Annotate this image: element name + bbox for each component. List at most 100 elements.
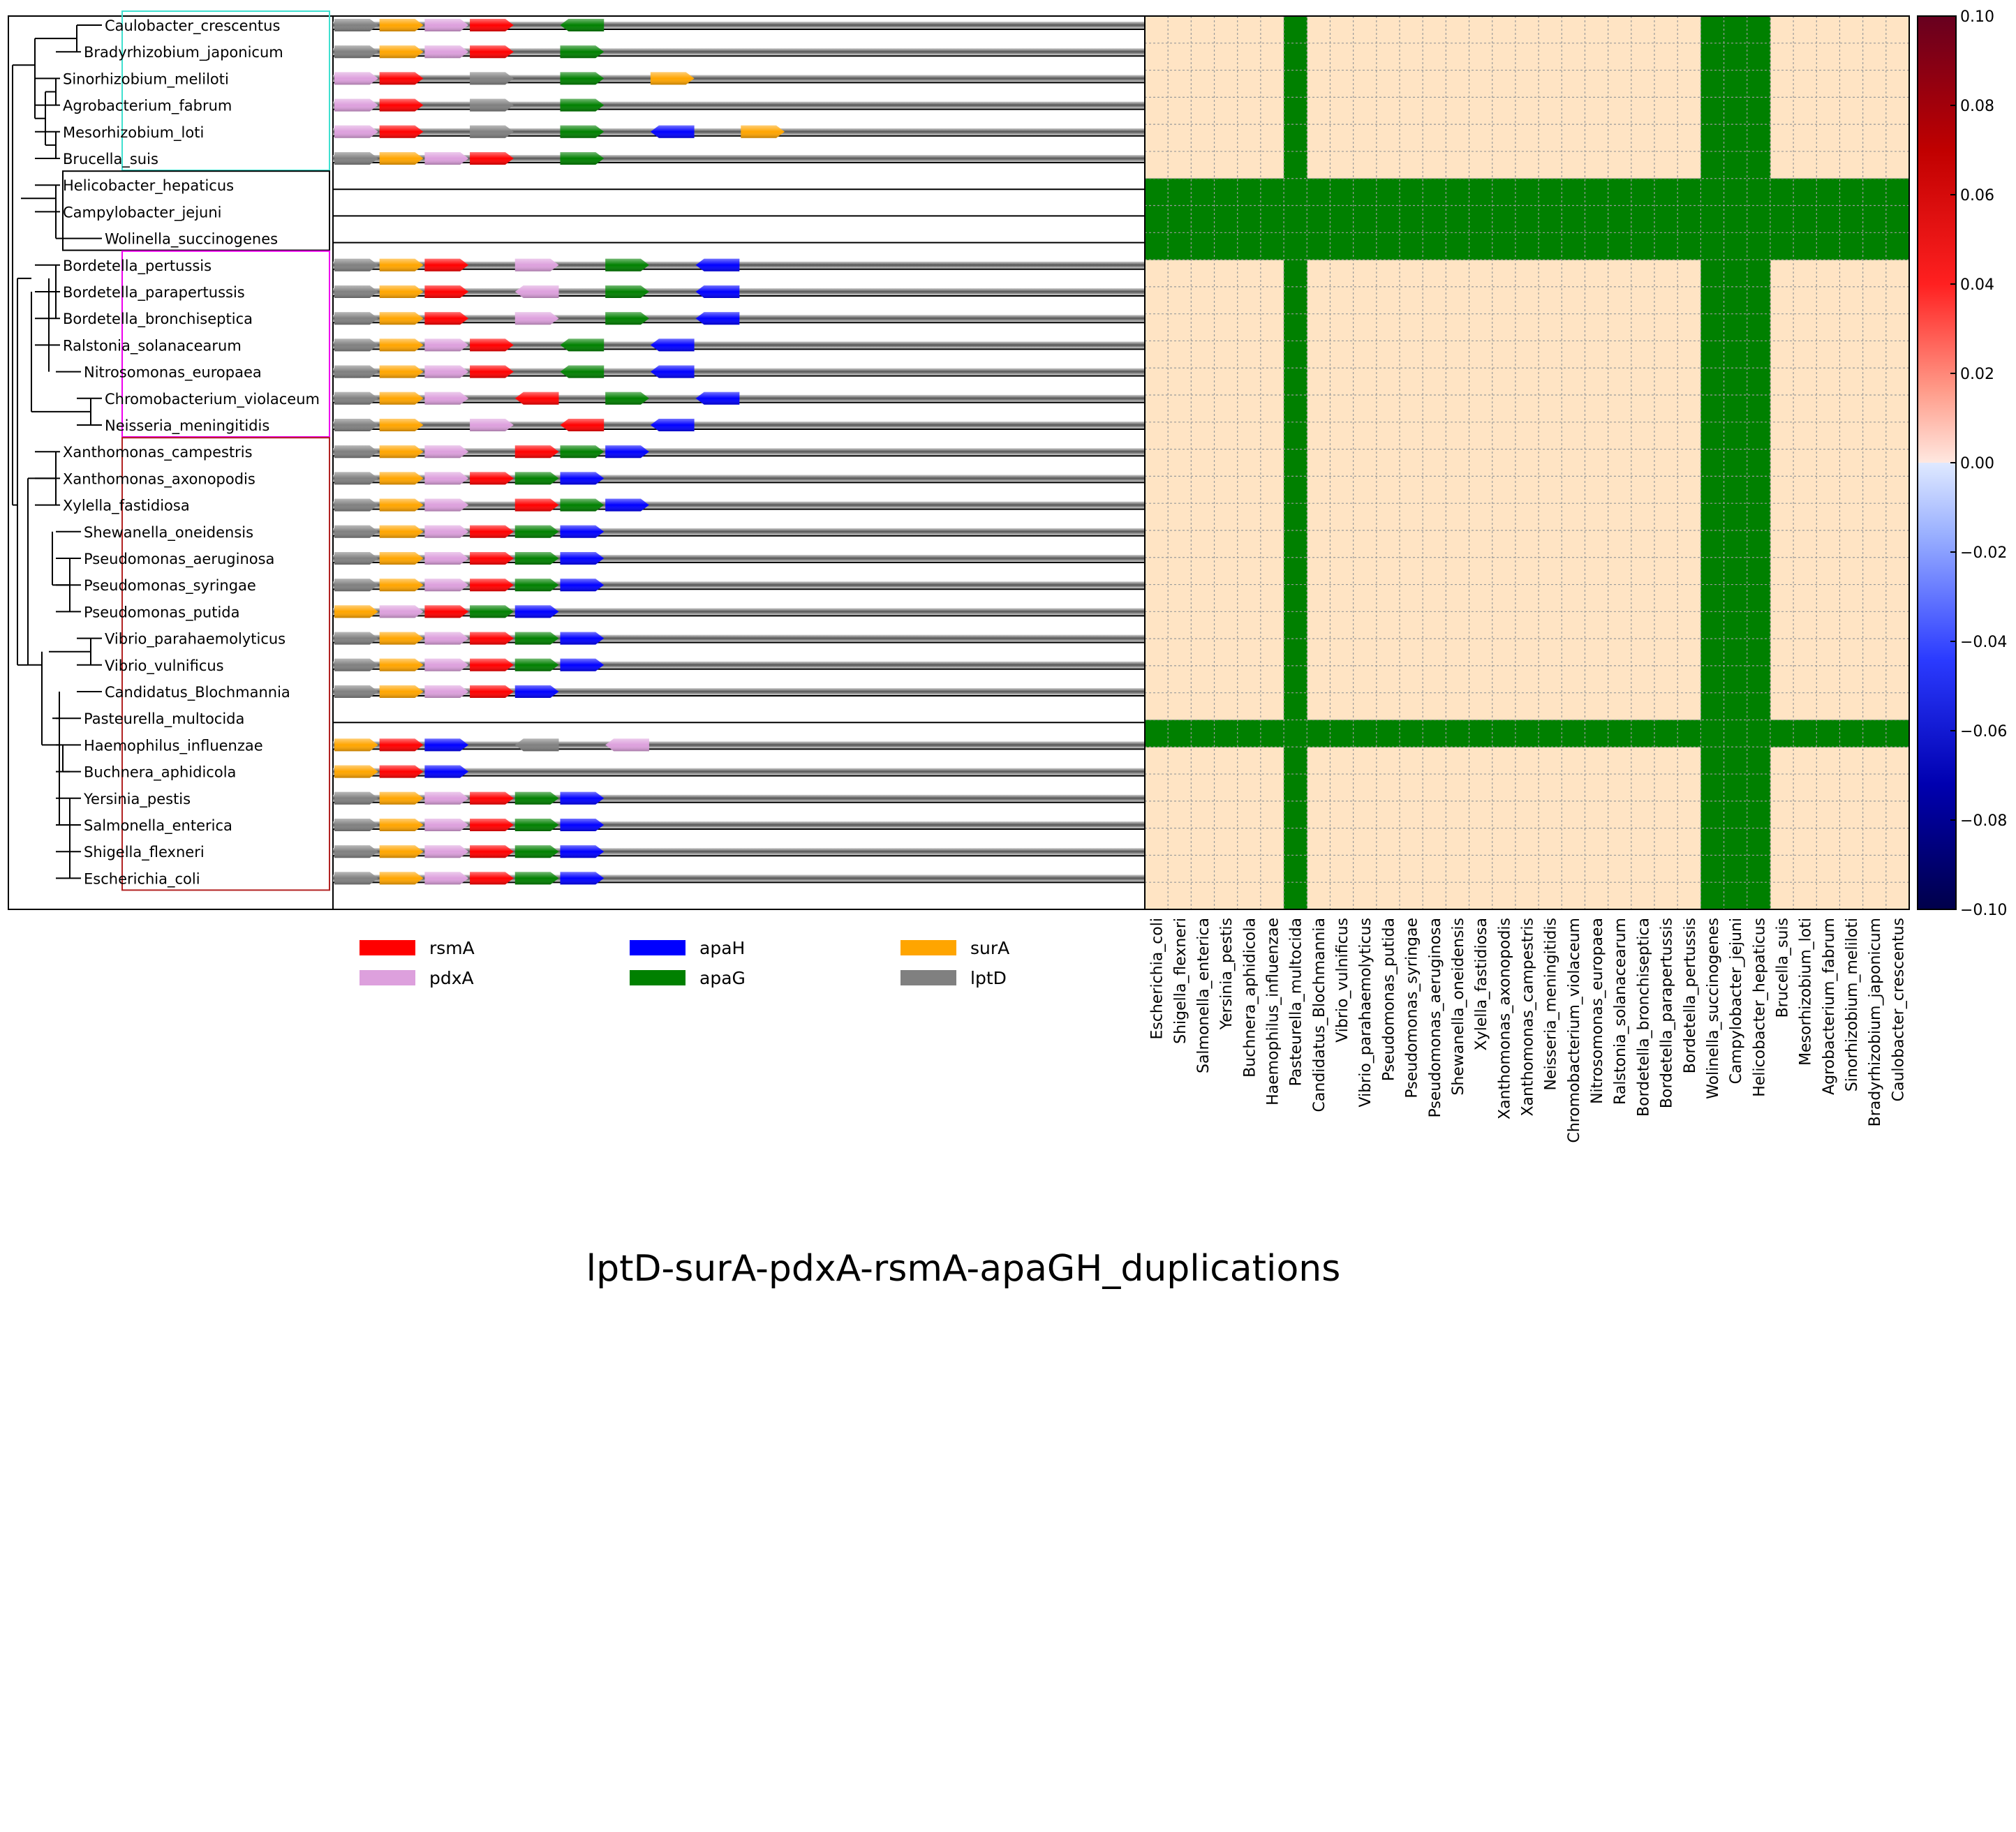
gene-arrow-shade — [424, 312, 469, 325]
gene-arrow-shade — [379, 472, 424, 485]
gene-arrow-shade — [424, 765, 469, 778]
gene-arrow-shade — [470, 525, 514, 538]
species-label: Shigella_flexneri — [84, 844, 205, 861]
colorbar-tick-label: 0.00 — [1960, 455, 1994, 472]
gene-arrow-shade — [470, 845, 514, 858]
heatmap-column-label: Nitrosomonas_europaea — [1589, 918, 1606, 1104]
track-line — [333, 661, 1145, 669]
gene-arrow-shade — [334, 45, 378, 59]
legend-label-surA: surA — [970, 938, 1009, 958]
gene-arrow-shade — [514, 819, 559, 831]
track-line — [333, 821, 1145, 828]
species-label: Sinorhizobium_meliloti — [63, 70, 229, 88]
gene-arrow-shade — [334, 392, 378, 405]
track-line — [333, 475, 1145, 482]
gene-arrow-shade — [560, 872, 605, 885]
heatmap-column-label: Campylobacter_jejuni — [1728, 918, 1745, 1084]
gene-legend: rsmA apaH surA pdxA apaG lptD — [360, 938, 1009, 988]
track-line — [333, 75, 1145, 82]
gene-arrow-shade — [334, 258, 378, 271]
gene-arrow-shade — [560, 525, 605, 538]
gene-arrow-shade — [424, 525, 469, 538]
heatmap-column-label: Ralstonia_solanacearum — [1612, 918, 1629, 1105]
gene-arrow-shade — [334, 285, 378, 298]
clade-box-epsilon — [62, 170, 330, 251]
gene-arrow-shade — [424, 19, 469, 31]
gene-arrow-shade — [379, 685, 424, 698]
gene-arrow-shade — [470, 152, 514, 165]
gene-arrow-shade — [379, 285, 424, 298]
track-line — [333, 22, 1145, 29]
gene-arrow-shade — [424, 445, 469, 459]
phylogenetic-tree — [8, 15, 334, 910]
clade-boxes — [62, 10, 330, 891]
heatmap-column-label: Yersinia_pestis — [1218, 918, 1236, 1030]
gene-arrow-shade — [470, 632, 514, 645]
species-label: Brucella_suis — [63, 151, 158, 168]
species-label: Bordetella_parapertussis — [63, 284, 245, 301]
gene-arrow-shade — [334, 579, 378, 592]
track-line — [333, 555, 1145, 562]
gene-arrow-shade — [334, 685, 378, 698]
track-line — [333, 581, 1145, 589]
legend-label-rsmA: rsmA — [429, 938, 475, 958]
heatmap-row-highlight — [1145, 205, 1909, 233]
gene-arrow-shade — [424, 392, 469, 405]
gene-tracks — [332, 15, 1146, 910]
track-line — [333, 48, 1145, 56]
track-line — [333, 155, 1145, 162]
heatmap-column-label: Bordetella_bronchiseptica — [1635, 918, 1652, 1117]
gene-arrow-shade — [605, 445, 649, 459]
heatmap-column-label: Candidatus_Blochmannia — [1311, 918, 1328, 1112]
gene-arrow-shade — [605, 498, 649, 512]
legend-swatch-rsmA — [360, 940, 415, 955]
gene-arrow-shade — [379, 845, 424, 858]
heatmap-column-label: Buchnera_aphidicola — [1241, 918, 1259, 1078]
gene-arrow-shade — [334, 552, 378, 565]
gene-arrow-shade — [470, 552, 514, 565]
gene-arrow-shade — [424, 338, 469, 352]
gene-arrow-shade — [379, 498, 424, 512]
colorbar-tick-label: −0.10 — [1960, 902, 2007, 919]
track-line — [333, 848, 1145, 856]
gene-arrow-shade — [334, 845, 378, 858]
gene-arrow-shade — [560, 472, 605, 485]
species-label: Caulobacter_crescentus — [105, 17, 280, 35]
heatmap-column-label: Chromobacterium_violaceum — [1566, 918, 1583, 1143]
species-label: Candidatus_Blochmannia — [105, 684, 290, 701]
gene-arrow-shade — [379, 258, 424, 271]
track-line — [333, 128, 1145, 135]
species-label: Pseudomonas_putida — [84, 604, 239, 621]
heatmap-column-label: Shewanella_oneidensis — [1450, 918, 1467, 1096]
gene-arrow-shade — [379, 312, 424, 325]
heatmap-column-label: Vibrio_parahaemolyticus — [1357, 918, 1374, 1107]
gene-arrow-shade — [560, 365, 605, 378]
gene-arrow-shade — [514, 552, 559, 565]
track-line — [333, 608, 1145, 616]
heatmap-column-label: Pasteurella_multocida — [1288, 918, 1305, 1086]
gene-arrow-shade — [424, 258, 469, 271]
species-label: Nitrosomonas_europaea — [84, 364, 262, 382]
gene-arrow-shade — [560, 791, 605, 805]
gene-arrow-shade — [514, 312, 559, 325]
gene-arrow-shade — [334, 338, 378, 352]
gene-arrow-shade — [560, 552, 605, 565]
gene-arrow-shade — [560, 845, 605, 858]
gene-arrow-shade — [379, 392, 424, 405]
heatmap-column-label: Pseudomonas_aeruginosa — [1427, 918, 1444, 1117]
gene-arrow-shade — [470, 872, 514, 885]
gene-arrow-shade — [424, 285, 469, 298]
heatmap-col-highlight — [1724, 16, 1748, 909]
colorbar-tick-label: −0.02 — [1960, 544, 2007, 562]
gene-arrow-shade — [334, 445, 378, 459]
gene-arrow-shade — [514, 258, 559, 271]
gene-arrow-shade — [650, 338, 695, 352]
species-label: Bordetella_bronchiseptica — [63, 311, 253, 328]
track-line — [333, 501, 1145, 509]
track-line — [333, 368, 1145, 375]
gene-arrow-shade — [379, 445, 424, 459]
gene-arrow-shade — [560, 338, 605, 352]
track-line — [333, 688, 1145, 695]
gene-arrow-shade — [470, 19, 514, 31]
gene-arrow-shade — [424, 632, 469, 645]
